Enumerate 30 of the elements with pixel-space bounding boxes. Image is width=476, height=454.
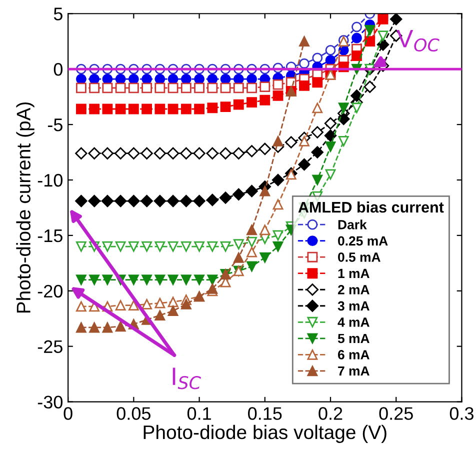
annotation: I$_{SC}$ (172, 368, 201, 390)
legend-label: 7 mA (338, 366, 370, 376)
x-tick-label: 0 (64, 407, 72, 420)
legend-label: 1 mA (338, 268, 370, 278)
y-tick-label: -30 (38, 396, 63, 409)
y-tick-label: -5 (48, 118, 62, 132)
x-axis-title: Photo-diode bias voltage (V) (144, 424, 386, 443)
y-tick-label: 5 (54, 8, 62, 20)
y-tick-label: 0 (54, 63, 62, 76)
legend-title: AMLED bias current (298, 201, 444, 213)
legend-label: 3 mA (338, 301, 370, 311)
x-tick-label: 0.05 (116, 407, 150, 420)
annotation: V$_{OC}$ (396, 30, 440, 52)
legend-label: 6 mA (338, 350, 370, 360)
legend-label: 4 mA (338, 318, 370, 327)
legend-label: 2 mA (338, 285, 370, 294)
x-tick-label: 0.3 (450, 407, 474, 420)
x-tick-label: 0.15 (248, 407, 282, 420)
y-tick-label: -20 (38, 284, 63, 298)
x-tick-label: 0.2 (318, 407, 342, 420)
legend-label: 0.5 mA (338, 252, 380, 262)
legend-label: Dark (338, 220, 367, 230)
x-tick-label: 0.25 (379, 407, 413, 420)
y-tick-label: -25 (38, 340, 62, 354)
y-tick-label: -15 (38, 230, 62, 242)
legend-label: 0.25 mA (338, 236, 388, 246)
y-tick-label: -10 (38, 174, 63, 187)
y-axis-title: Photo-diode current (pA) (16, 102, 34, 313)
x-tick-label: 0.1 (187, 407, 211, 420)
legend-label: 5 mA (338, 334, 370, 344)
